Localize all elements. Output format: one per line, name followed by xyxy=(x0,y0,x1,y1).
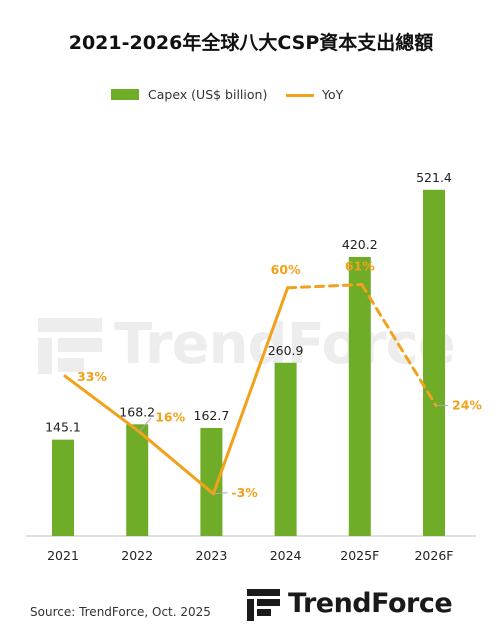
x-tick-label: 2023 xyxy=(195,548,227,563)
capex-bar xyxy=(348,256,371,536)
yoy-value-label: 16% xyxy=(155,410,185,425)
capex-value-label: 145.1 xyxy=(45,420,81,435)
yoy-line-segment xyxy=(211,286,290,496)
x-tick-label: 2021 xyxy=(47,548,79,563)
legend-label-yoy: YoY xyxy=(322,87,344,102)
logo-mark-icon xyxy=(247,589,280,621)
watermark-mark-icon xyxy=(38,318,102,374)
yoy-value-label: 61% xyxy=(345,259,375,274)
capex-bar xyxy=(52,439,74,536)
chart-title: 2021-2026年全球八大CSP資本支出總額 xyxy=(68,32,434,54)
legend-label-capex: Capex (US$ billion) xyxy=(148,87,268,102)
yoy-value-label: 33% xyxy=(77,369,107,384)
capex-value-label: 521.4 xyxy=(416,170,452,185)
capex-value-label: 420.2 xyxy=(342,237,378,252)
yoy-value-label: 24% xyxy=(452,398,482,413)
source-note: Source: TrendForce, Oct. 2025 xyxy=(30,605,211,619)
x-tick-label: 2024 xyxy=(270,548,302,563)
yoy-value-label: -3% xyxy=(231,485,258,500)
x-tick-label: 2022 xyxy=(121,548,153,563)
legend-swatch-capex xyxy=(111,89,139,100)
capex-bar xyxy=(423,189,445,536)
logo-text: TrendForce xyxy=(288,588,453,619)
legend-swatch-yoy xyxy=(286,94,314,97)
yoy-leader-line xyxy=(213,492,228,495)
capex-bar xyxy=(200,427,223,536)
yoy-leader-line xyxy=(138,417,152,433)
chart-legend: Capex (US$ billion) YoY xyxy=(0,86,502,104)
capex-value-label: 162.7 xyxy=(194,408,230,423)
capex-bar xyxy=(274,362,297,536)
yoy-line-segment-forecast xyxy=(360,283,438,408)
capex-bar xyxy=(126,424,149,536)
capex-value-label: 260.9 xyxy=(268,343,304,358)
yoy-line-segment xyxy=(63,374,141,434)
x-tick-label: 2025F xyxy=(340,548,379,563)
x-tick-label: 2026F xyxy=(414,548,453,563)
capex-value-label: 168.2 xyxy=(119,404,155,419)
yoy-line-segment-forecast xyxy=(286,283,364,290)
yoy-line-segment xyxy=(137,430,215,496)
yoy-value-label: 60% xyxy=(271,262,301,277)
